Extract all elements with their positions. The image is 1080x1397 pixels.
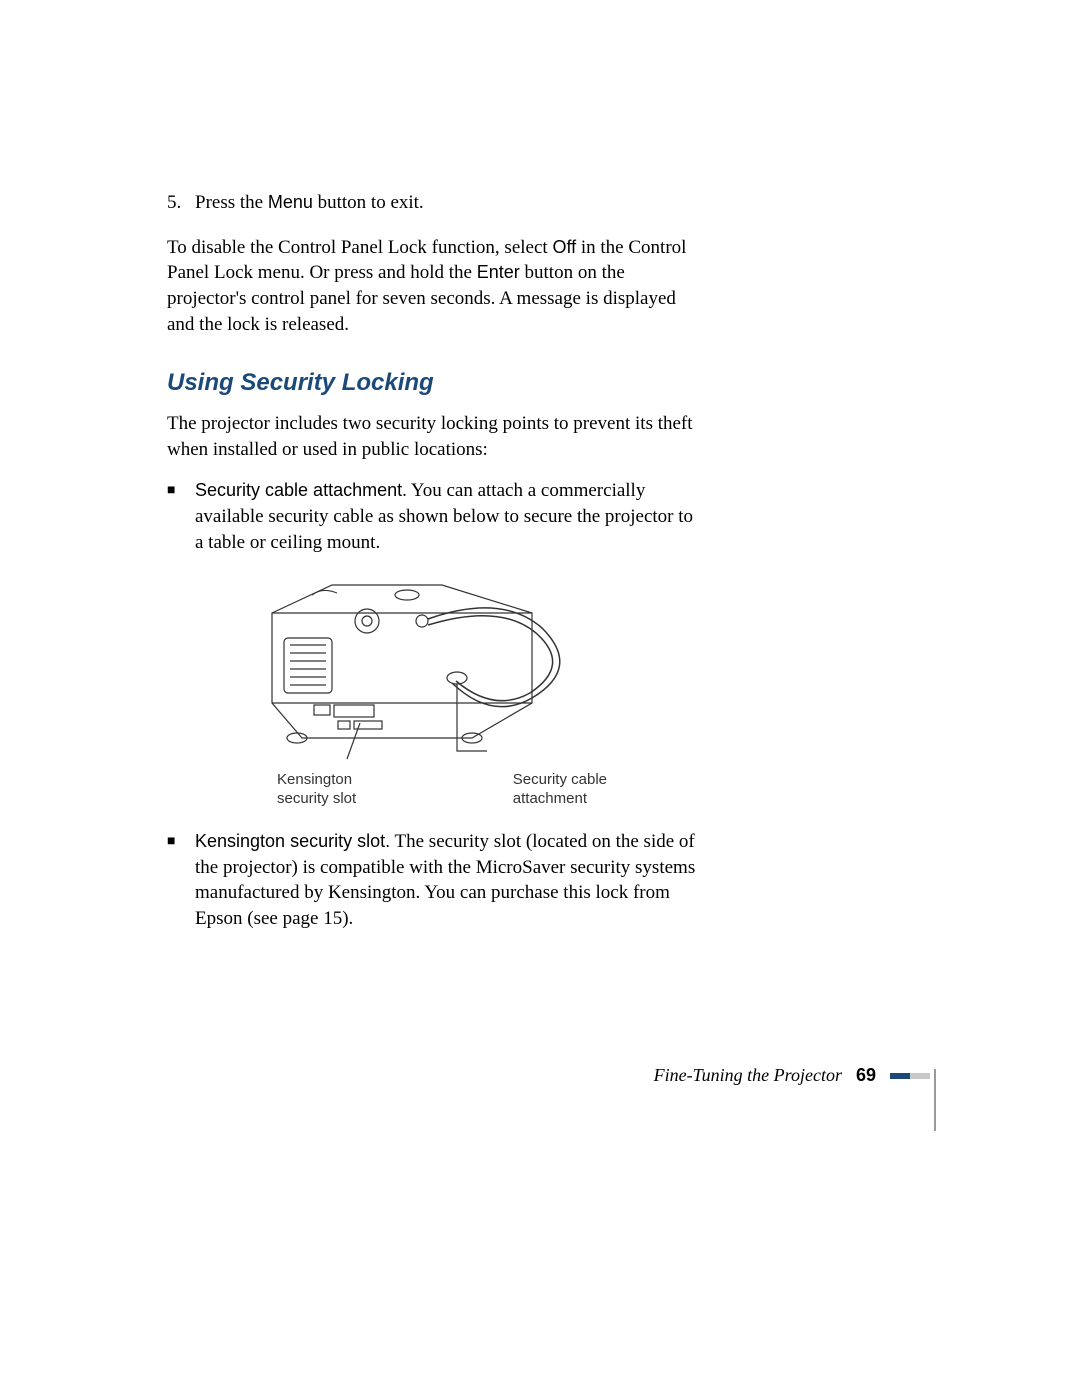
- footer-page-number: 69: [856, 1065, 876, 1086]
- step-text: Press the Menu button to exit.: [195, 190, 424, 217]
- text: security slot: [277, 790, 356, 807]
- section-heading: Using Security Locking: [167, 369, 697, 397]
- page-content: 5. Press the Menu button to exit. To dis…: [167, 190, 697, 949]
- bullet-text: Security cable attachment. You can attac…: [195, 478, 697, 555]
- text: Press the: [195, 192, 268, 213]
- bullet-text: Kensington security slot. The security s…: [195, 829, 697, 932]
- footer-bar-icon: [890, 1073, 930, 1079]
- bullet-marker: ■: [167, 829, 195, 932]
- text: button to exit.: [313, 192, 424, 213]
- off-word: Off: [552, 237, 576, 257]
- text: Kensington: [277, 771, 352, 788]
- bullet-bold: Kensington security slot.: [195, 831, 390, 851]
- footer-vertical-rule: [934, 1069, 936, 1131]
- security-figure: Kensington security slot Security cable …: [217, 573, 647, 809]
- figure-callouts: Kensington security slot Security cable …: [217, 771, 647, 809]
- footer-chapter-title: Fine-Tuning the Projector: [654, 1065, 842, 1086]
- projector-diagram-icon: [242, 573, 622, 763]
- intro-paragraph: The projector includes two security lock…: [167, 411, 697, 462]
- bullet-kensington-slot: ■ Kensington security slot. The security…: [167, 829, 697, 932]
- bullet-marker: ■: [167, 478, 195, 555]
- step-5: 5. Press the Menu button to exit.: [167, 190, 697, 217]
- step-number: 5.: [167, 190, 195, 217]
- text: Security cable: [513, 771, 607, 788]
- enter-word: Enter: [477, 262, 520, 282]
- callout-security-cable: Security cable attachment: [513, 771, 607, 809]
- disable-paragraph: To disable the Control Panel Lock functi…: [167, 235, 697, 338]
- callout-kensington: Kensington security slot: [277, 771, 356, 809]
- page-footer: Fine-Tuning the Projector 69: [654, 1065, 930, 1086]
- menu-word: Menu: [268, 192, 313, 212]
- text: To disable the Control Panel Lock functi…: [167, 237, 552, 258]
- bullet-bold: Security cable attachment: [195, 480, 402, 500]
- text: attachment: [513, 790, 587, 807]
- bullet-security-cable: ■ Security cable attachment. You can att…: [167, 478, 697, 555]
